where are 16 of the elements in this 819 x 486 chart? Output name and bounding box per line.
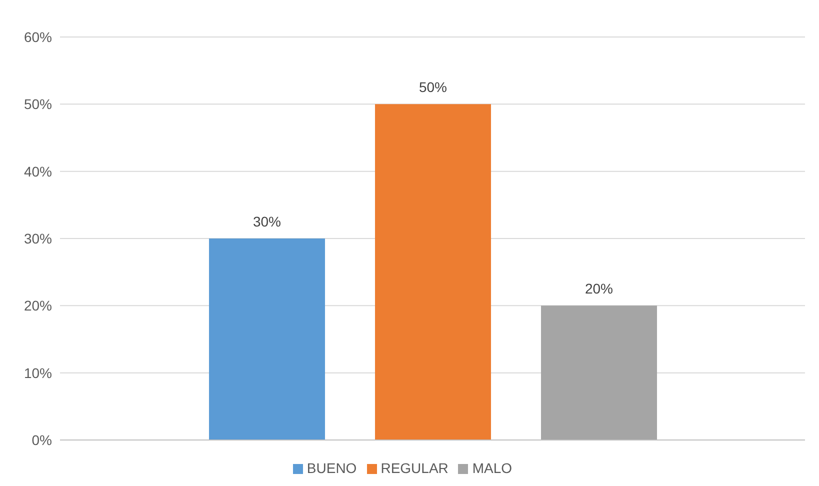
y-tick-label: 20% — [24, 298, 52, 314]
legend-label: REGULAR — [380, 460, 448, 476]
y-tick-label: 50% — [24, 96, 52, 112]
legend-label: MALO — [472, 460, 512, 476]
bar — [375, 104, 491, 440]
legend-label: BUENO — [306, 460, 357, 476]
data-label: 20% — [584, 280, 614, 297]
bar — [541, 306, 657, 440]
y-tick-label: 60% — [24, 28, 52, 45]
data-label: 30% — [252, 214, 282, 230]
y-tick-label: 30% — [24, 230, 52, 246]
bar — [209, 238, 325, 440]
y-tick-label: 40% — [24, 163, 52, 180]
y-tick-label: 0% — [32, 432, 52, 448]
y-tick-label: 10% — [24, 364, 52, 381]
data-label: 50% — [418, 79, 448, 96]
